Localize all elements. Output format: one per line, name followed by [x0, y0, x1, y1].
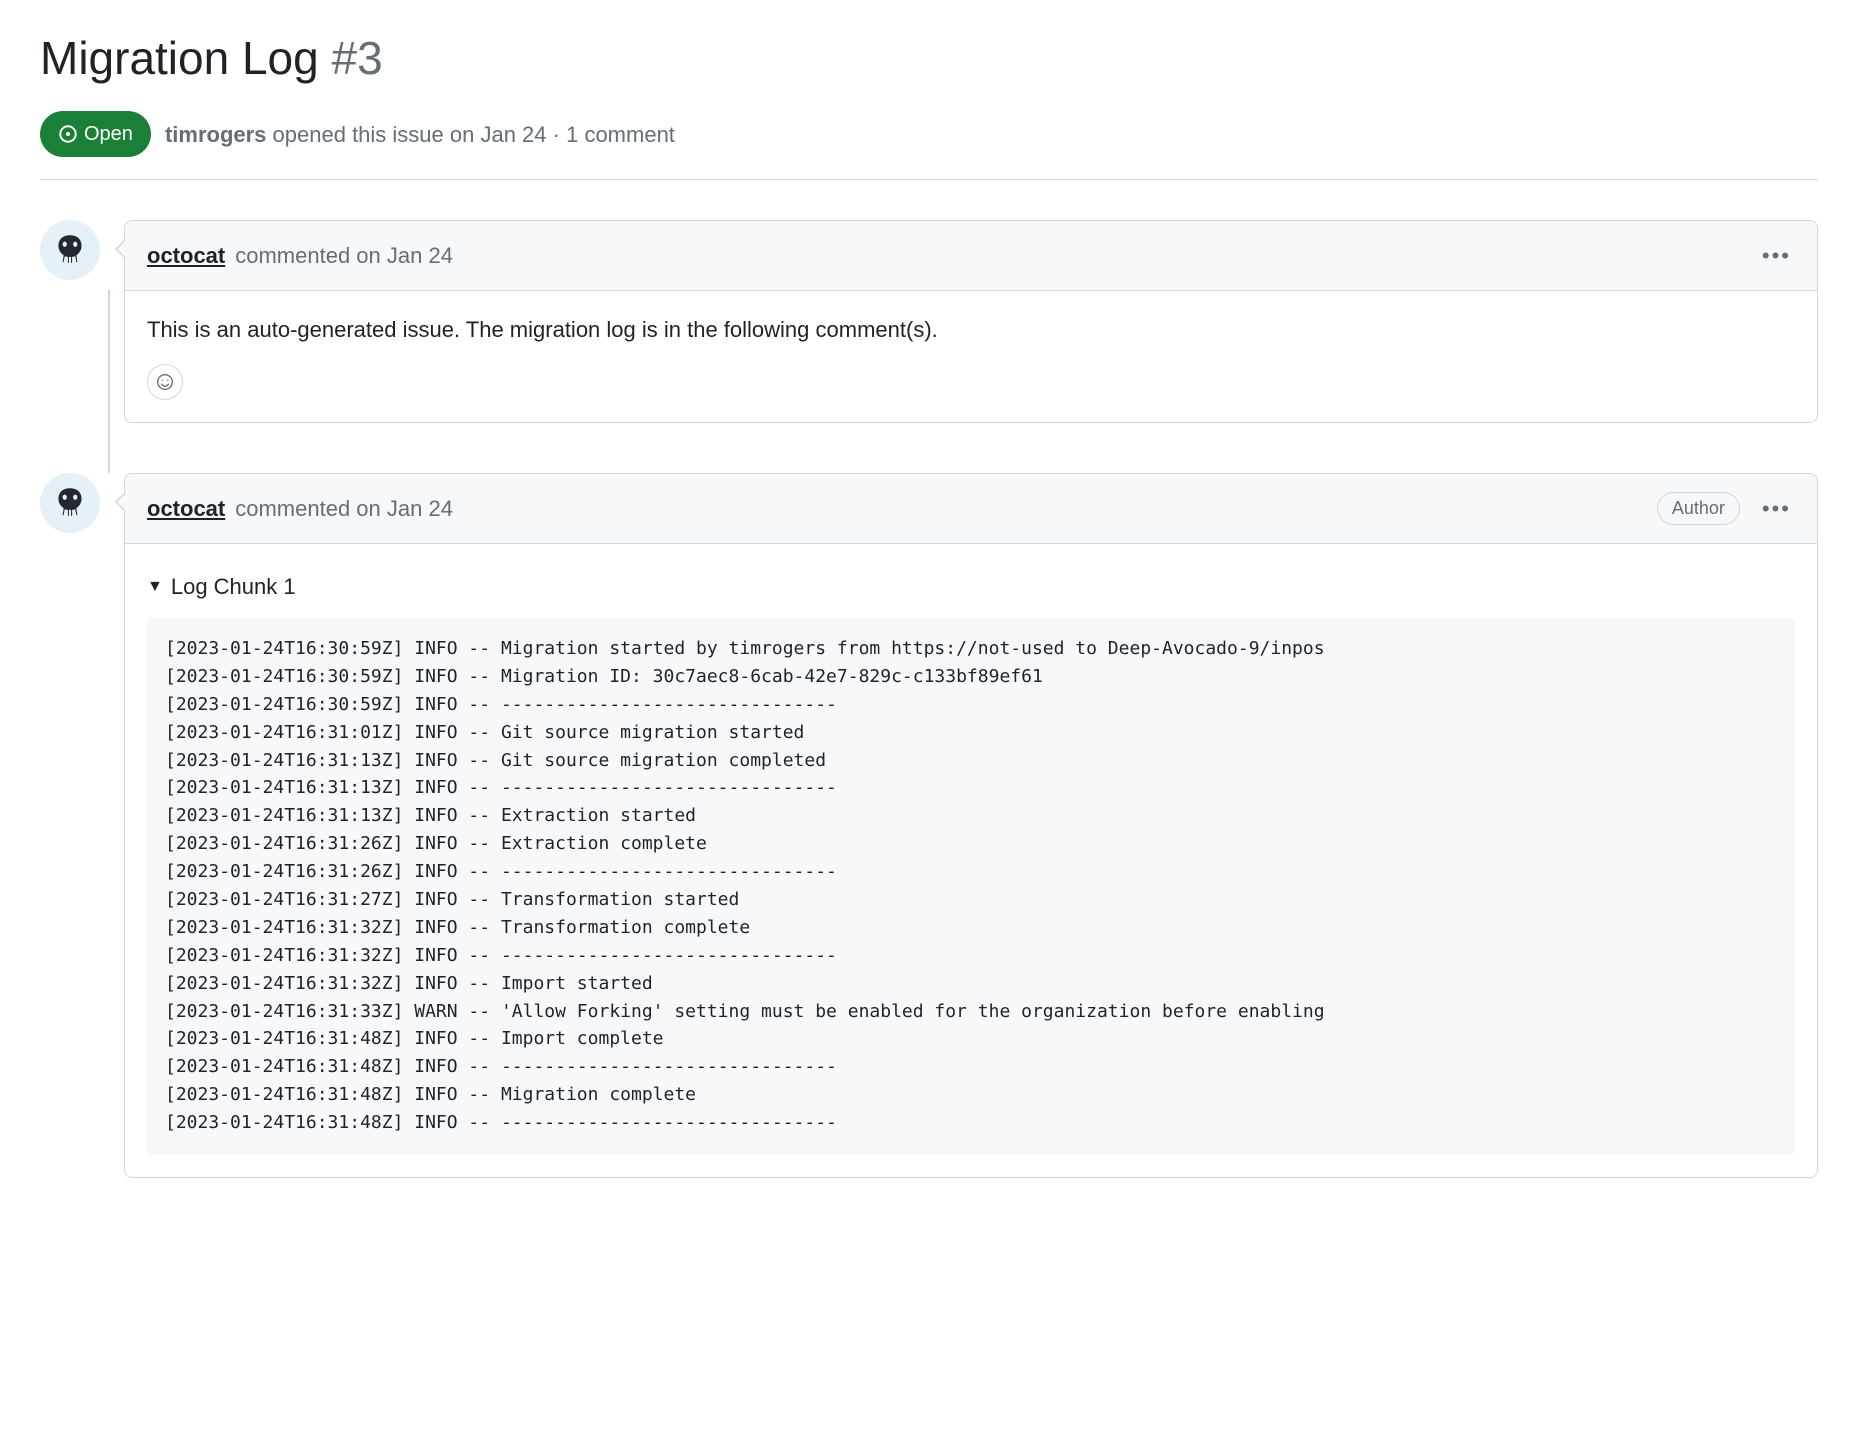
issue-number: #3	[332, 32, 383, 84]
comment-box: octocat commented on Jan 24 ••• This is …	[124, 220, 1818, 423]
timeline-comment: octocat commented on Jan 24 Author ••• L…	[40, 473, 1818, 1178]
comment-actions-menu[interactable]: •••	[1758, 488, 1795, 529]
log-chunk-summary[interactable]: Log Chunk 1	[147, 570, 1795, 603]
comment-author-link[interactable]: octocat	[147, 239, 225, 272]
issue-opener-link[interactable]: timrogers	[165, 122, 266, 147]
log-chunk-details[interactable]: Log Chunk 1 [2023-01-24T16:30:59Z] INFO …	[147, 570, 1795, 1155]
log-chunk-title: Log Chunk 1	[171, 570, 296, 603]
issue-byline: timrogers opened this issue on Jan 24 · …	[165, 118, 675, 151]
issue-comment-count: 1 comment	[566, 122, 675, 147]
issue-header: Migration Log #3 Open timrogers opened t…	[40, 24, 1818, 180]
timeline-comment: octocat commented on Jan 24 ••• This is …	[40, 220, 1818, 423]
log-output: [2023-01-24T16:30:59Z] INFO -- Migration…	[147, 617, 1795, 1155]
issue-open-icon	[58, 124, 78, 144]
comment-actions-menu[interactable]: •••	[1758, 235, 1795, 276]
comment-author-link[interactable]: octocat	[147, 492, 225, 525]
comment-body: This is an auto-generated issue. The mig…	[125, 291, 1817, 422]
issue-title: Migration Log #3	[40, 24, 383, 93]
issue-meta-row: Open timrogers opened this issue on Jan …	[40, 111, 1818, 180]
issue-title-text: Migration Log	[40, 32, 319, 84]
add-reaction-button[interactable]	[147, 364, 183, 400]
issue-opened-text: opened this issue on Jan 24	[273, 122, 547, 147]
author-badge: Author	[1657, 492, 1740, 525]
comment-timestamp: commented on Jan 24	[235, 492, 453, 525]
comment-header: octocat commented on Jan 24 •••	[125, 221, 1817, 291]
avatar[interactable]	[40, 220, 100, 280]
state-badge-label: Open	[84, 119, 133, 149]
comment-text: This is an auto-generated issue. The mig…	[147, 313, 1795, 346]
issue-timeline: octocat commented on Jan 24 ••• This is …	[40, 220, 1818, 1178]
comment-box: octocat commented on Jan 24 Author ••• L…	[124, 473, 1818, 1178]
comment-header: octocat commented on Jan 24 Author •••	[125, 474, 1817, 544]
octocat-icon	[49, 229, 91, 271]
state-badge-open: Open	[40, 111, 151, 157]
avatar[interactable]	[40, 473, 100, 533]
smiley-icon	[156, 373, 174, 391]
octocat-icon	[49, 482, 91, 524]
issue-title-row: Migration Log #3	[40, 24, 1818, 93]
comment-timestamp: commented on Jan 24	[235, 239, 453, 272]
comment-body: Log Chunk 1 [2023-01-24T16:30:59Z] INFO …	[125, 544, 1817, 1177]
